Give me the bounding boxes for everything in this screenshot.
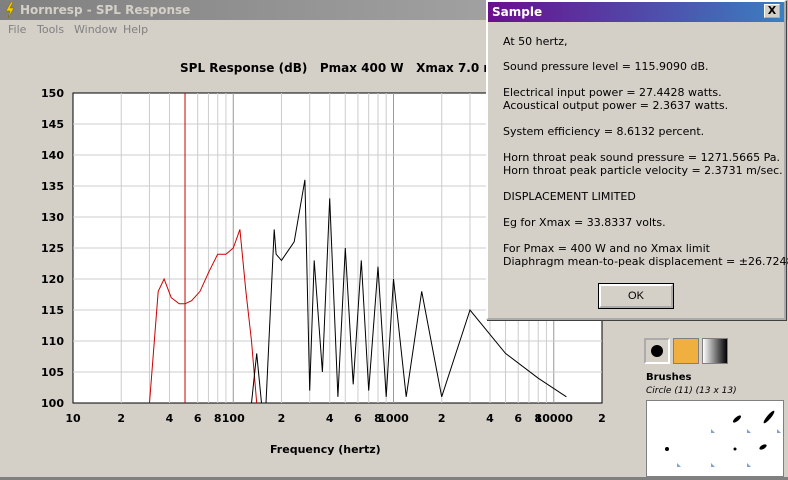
dialog-line-displacement-limited: DISPLACEMENT LIMITED xyxy=(503,190,636,203)
menu-tools[interactable]: Tools xyxy=(37,23,65,36)
circle-brush-icon xyxy=(651,345,663,357)
x-tick-label: 2 xyxy=(117,412,125,425)
sample-dialog: Sample X At 50 hertz, Sound pressure lev… xyxy=(486,0,788,320)
menubar: File Tools Window Help xyxy=(0,20,788,40)
y-tick-label: 140 xyxy=(41,149,64,162)
menu-file[interactable]: File xyxy=(8,23,27,36)
x-tick-label: 1000 xyxy=(378,412,409,425)
menu-help[interactable]: Help xyxy=(123,23,149,36)
x-tick-label: 6 xyxy=(354,412,362,425)
brush-circle-button[interactable] xyxy=(644,338,670,364)
x-tick-label: 2 xyxy=(598,412,606,425)
x-tick-label: 8 xyxy=(374,412,382,425)
y-tick-label: 115 xyxy=(41,304,64,317)
dialog-line-acoustical-power: Acoustical output power = 2.3637 watts. xyxy=(503,99,729,112)
brush-panel: Brushes Circle (11) (13 x 13) xyxy=(640,320,788,477)
x-axis-label: Frequency (hertz) xyxy=(270,443,381,456)
y-tick-label: 110 xyxy=(41,335,64,348)
dialog-line-throat-pressure: Horn throat peak sound pressure = 1271.5… xyxy=(503,151,780,164)
x-tick-label: 6 xyxy=(194,412,202,425)
brush-color-button[interactable] xyxy=(673,338,699,364)
x-tick-label: 4 xyxy=(166,412,174,425)
close-icon[interactable]: X xyxy=(764,4,780,18)
y-tick-label: 135 xyxy=(41,180,64,193)
dialog-line-electrical-power: Electrical input power = 27.4428 watts. xyxy=(503,86,722,99)
spl-curve-excursion-limited xyxy=(149,229,258,404)
dialog-title: Sample xyxy=(492,5,543,19)
spl-curve-power-limited xyxy=(251,179,567,404)
x-tick-label: 6 xyxy=(514,412,522,425)
hornresp-icon xyxy=(5,2,15,18)
dialog-line-spl: Sound pressure level = 115.9090 dB. xyxy=(503,60,709,73)
dialog-line-eg: Eg for Xmax = 33.8337 volts. xyxy=(503,216,666,229)
menu-window[interactable]: Window xyxy=(74,23,118,36)
dialog-line-throat-velocity: Horn throat peak particle velocity = 2.3… xyxy=(503,164,783,177)
y-tick-label: 105 xyxy=(41,366,64,379)
x-tick-label: 4 xyxy=(486,412,494,425)
window-title: Hornresp - SPL Response xyxy=(20,3,191,17)
x-tick-label: 2 xyxy=(278,412,286,425)
ok-button[interactable]: OK xyxy=(598,283,674,309)
x-tick-label: 8 xyxy=(534,412,542,425)
y-tick-label: 145 xyxy=(41,118,64,131)
x-tick-label: 100 xyxy=(222,412,245,425)
x-tick-label: 8 xyxy=(214,412,222,425)
x-tick-label: 4 xyxy=(326,412,334,425)
y-tick-label: 150 xyxy=(41,87,64,100)
brushes-title: Brushes xyxy=(646,372,692,383)
dialog-titlebar: Sample X xyxy=(488,2,784,22)
dialog-line-pmax: For Pmax = 400 W and no Xmax limit xyxy=(503,242,710,255)
y-tick-label: 125 xyxy=(41,242,64,255)
dialog-line-frequency: At 50 hertz, xyxy=(503,35,568,48)
dialog-line-efficiency: System efficiency = 8.6132 percent. xyxy=(503,125,705,138)
brush-gradient-button[interactable] xyxy=(702,338,728,364)
chart-title: SPL Response (dB) Pmax 400 W Xmax 7.0 mm xyxy=(180,61,509,75)
x-tick-label: 10000 xyxy=(535,412,574,425)
y-tick-label: 120 xyxy=(41,273,64,286)
x-tick-label: 2 xyxy=(438,412,446,425)
brushes-subtitle: Circle (11) (13 x 13) xyxy=(646,386,737,396)
y-tick-label: 130 xyxy=(41,211,64,224)
brush-strokes-icon xyxy=(665,410,781,467)
brush-preview[interactable] xyxy=(646,400,784,477)
x-tick-label: 10 xyxy=(65,412,81,425)
y-tick-label: 100 xyxy=(41,397,64,410)
dialog-line-displacement: Diaphragm mean-to-peak displacement = ±2… xyxy=(503,255,788,268)
